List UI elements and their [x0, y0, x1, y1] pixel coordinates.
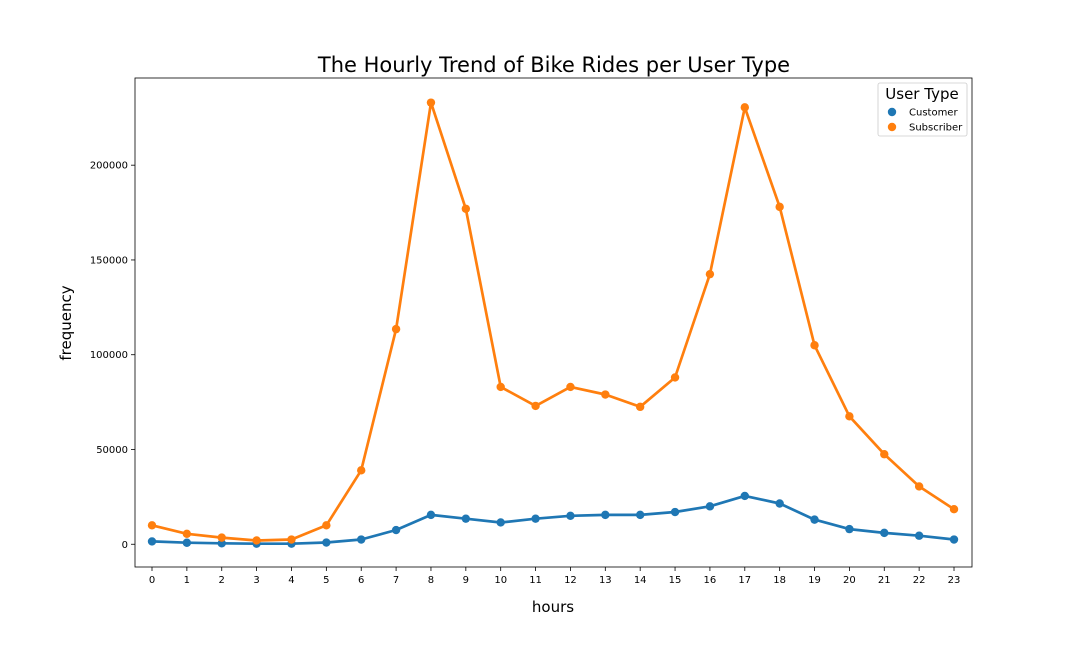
x-tick-label: 23 [948, 575, 961, 586]
data-point-customer [496, 518, 505, 527]
legend-title: User Type [885, 85, 958, 103]
data-point-subscriber [880, 450, 889, 459]
data-point-subscriber [705, 269, 715, 279]
series-subscriber [147, 98, 959, 545]
data-point-customer [357, 535, 366, 544]
x-tick-label: 7 [393, 575, 399, 586]
data-point-subscriber [949, 504, 959, 514]
x-tick-label: 11 [529, 575, 542, 586]
data-point-customer [601, 510, 610, 520]
data-point-subscriber [670, 373, 680, 382]
x-tick-label: 16 [704, 575, 717, 586]
data-point-subscriber [217, 533, 226, 542]
legend-items: Customer Subscriber [887, 107, 963, 134]
legend-marker-customer [887, 107, 897, 117]
data-point-subscriber [426, 98, 436, 107]
data-point-subscriber [461, 204, 471, 213]
x-tick-label: 19 [808, 575, 821, 586]
y-axis-label: frequency [57, 285, 75, 360]
legend-marker-subscriber [887, 122, 897, 132]
x-tick-label: 5 [323, 575, 329, 586]
data-point-subscriber [775, 202, 784, 212]
data-point-subscriber [322, 521, 331, 530]
data-point-subscriber [566, 382, 575, 392]
series-line-subscriber [151, 101, 955, 542]
x-axis: 0 1 2 3 4 5 6 7 8 9 10 11 12 13 14 15 16 17 18 19 20 21 22 23 [149, 567, 961, 586]
y-tick-label: 150000 [90, 255, 128, 266]
data-point-customer [182, 538, 192, 547]
data-point-customer [461, 514, 471, 523]
series-group [147, 98, 959, 548]
data-point-subscriber [845, 412, 854, 421]
y-tick-label: 50000 [96, 445, 128, 456]
data-point-subscriber [391, 324, 401, 334]
data-point-customer [775, 499, 784, 508]
data-point-subscriber [810, 341, 819, 350]
data-point-subscriber [182, 529, 192, 539]
data-point-customer [914, 531, 924, 540]
x-tick-label: 15 [669, 575, 682, 586]
legend-box [877, 82, 968, 137]
x-tick-label: 22 [913, 575, 926, 586]
data-point-customer [531, 514, 540, 523]
data-point-subscriber [357, 466, 366, 475]
y-tick-label: 0 [122, 540, 128, 551]
x-tick-label: 21 [878, 575, 891, 586]
legend-label-subscriber: Subscriber [909, 123, 963, 134]
x-tick-label: 1 [184, 575, 190, 586]
data-point-subscriber [531, 401, 540, 411]
data-point-customer [845, 524, 854, 534]
x-tick-label: 3 [253, 575, 259, 586]
data-point-subscriber [635, 402, 645, 412]
x-tick-label: 18 [773, 575, 786, 586]
data-point-subscriber [252, 536, 261, 545]
data-point-customer [635, 510, 645, 520]
data-point-customer [322, 538, 331, 547]
x-tick-label: 14 [634, 575, 647, 586]
data-point-customer [391, 525, 401, 535]
legend: User Type Customer Subscriber [877, 82, 968, 137]
data-point-customer [949, 535, 959, 544]
data-point-customer [566, 511, 575, 521]
x-tick-label: 9 [463, 575, 469, 586]
data-point-customer [880, 528, 889, 538]
series-customer [147, 491, 959, 548]
y-axis: 0 50000 100000 150000 200000 [90, 161, 135, 551]
x-tick-label: 12 [564, 575, 577, 586]
x-tick-label: 20 [843, 575, 856, 586]
data-point-customer [705, 502, 715, 511]
data-point-customer [670, 507, 680, 517]
legend-label-customer: Customer [909, 108, 958, 119]
data-point-subscriber [601, 390, 610, 399]
x-tick-label: 6 [358, 575, 364, 586]
data-point-subscriber [740, 103, 749, 112]
y-tick-label: 200000 [90, 161, 128, 172]
x-tick-label: 17 [738, 575, 751, 586]
data-point-subscriber [496, 382, 505, 392]
data-point-subscriber [914, 482, 924, 491]
x-axis-label: hours [532, 598, 574, 616]
data-point-subscriber [147, 521, 157, 530]
data-point-customer [426, 510, 436, 520]
x-tick-label: 2 [219, 575, 225, 586]
x-tick-label: 8 [428, 575, 434, 586]
x-tick-label: 10 [494, 575, 507, 586]
y-tick-label: 100000 [90, 350, 128, 361]
plot-frame [134, 77, 973, 568]
x-tick-label: 0 [149, 575, 155, 586]
series-line-customer [151, 494, 955, 546]
data-point-subscriber [287, 535, 296, 544]
data-point-customer [740, 491, 749, 501]
chart-title: The Hourly Trend of Bike Rides per User … [317, 53, 790, 77]
x-tick-label: 13 [599, 575, 612, 586]
x-tick-label: 4 [288, 575, 294, 586]
data-point-customer [147, 537, 157, 546]
data-point-customer [810, 515, 819, 524]
